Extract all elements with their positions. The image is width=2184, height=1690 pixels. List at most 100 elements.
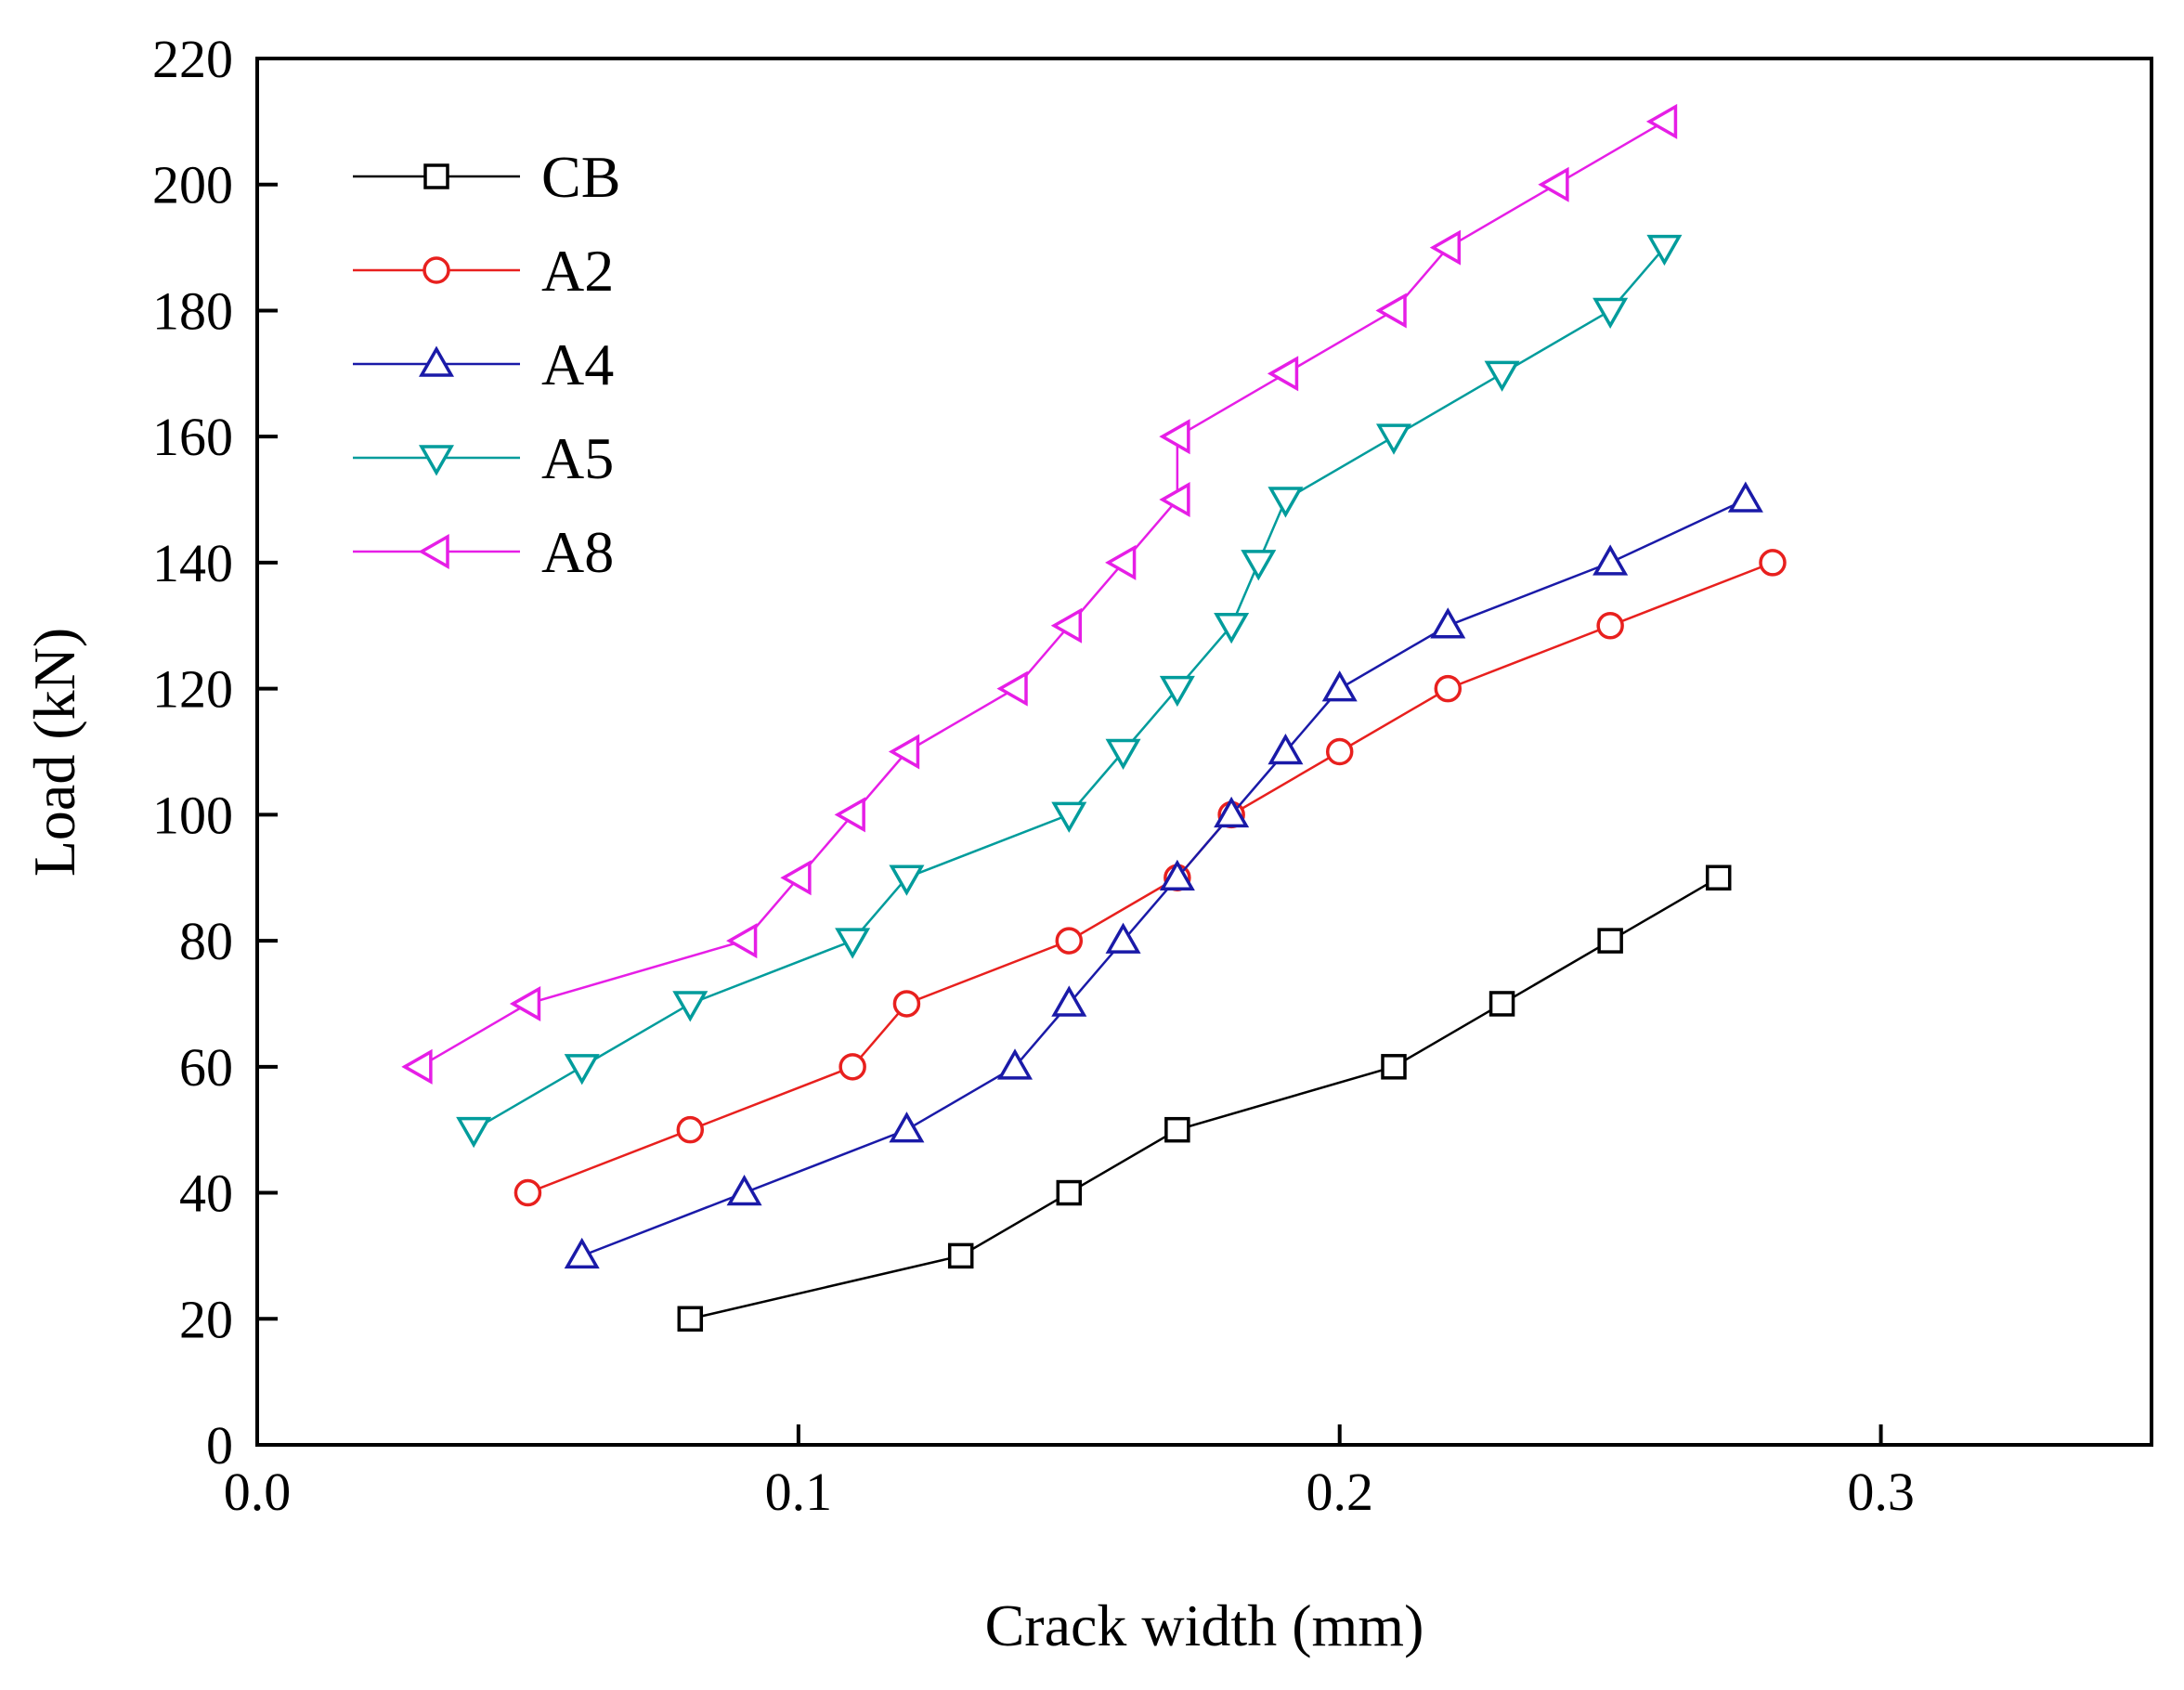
data-point: [1727, 481, 1763, 513]
data-point: [1434, 674, 1462, 703]
data-point: [1484, 360, 1520, 392]
data-point: [892, 990, 921, 1018]
data-point: [677, 1306, 704, 1332]
data-point: [835, 928, 871, 959]
data-point: [564, 1054, 600, 1086]
x-tick-label: 0.0: [224, 1462, 292, 1522]
legend-label: A8: [541, 519, 614, 585]
legend-item-a4: A4: [353, 332, 614, 397]
data-point: [1055, 927, 1084, 955]
x-axis-ticks: 0.0 0.1 0.2 0.3: [224, 1424, 1915, 1522]
data-point: [1105, 738, 1141, 771]
data-point: [1592, 297, 1629, 329]
series-layer: [401, 103, 1787, 1332]
data-point: [780, 860, 812, 896]
data-point: [888, 734, 920, 770]
series-line: [419, 120, 1666, 1068]
data-point: [996, 670, 1028, 707]
data-point: [1050, 607, 1083, 644]
data-point: [564, 1237, 600, 1269]
data-point: [1375, 292, 1407, 329]
legend-item-a2: A2: [353, 238, 614, 304]
data-point: [889, 864, 925, 896]
legend-label: A2: [541, 238, 614, 304]
y-tick-label: 220: [152, 29, 233, 89]
x-axis-label: Crack width (mm): [985, 1592, 1424, 1658]
data-point: [1105, 922, 1141, 954]
data-point: [1051, 985, 1087, 1017]
data-point: [1488, 991, 1515, 1017]
y-tick-label: 40: [179, 1164, 233, 1224]
legend-marker: [418, 345, 455, 377]
data-point: [1268, 487, 1304, 518]
data-point: [726, 1175, 762, 1206]
data-point: [1164, 1116, 1190, 1143]
data-point: [1214, 796, 1250, 828]
data-point: [514, 1178, 542, 1207]
data-point: [1267, 356, 1299, 392]
data-point: [456, 1116, 492, 1149]
data-point: [1592, 544, 1629, 576]
data-point: [1705, 864, 1732, 890]
series-a5: [456, 234, 1683, 1149]
data-point: [1325, 737, 1354, 766]
data-point: [676, 1115, 705, 1144]
legend-label: CB: [541, 144, 620, 210]
data-point: [1105, 544, 1137, 580]
legend-item-a8: A8: [353, 519, 614, 585]
data-point: [401, 1048, 433, 1085]
legend-marker: [418, 445, 455, 476]
y-tick-label: 200: [152, 155, 233, 215]
y-tick-label: 120: [152, 659, 233, 720]
data-point: [1159, 482, 1190, 518]
data-point: [1159, 419, 1190, 455]
y-tick-label: 80: [179, 911, 233, 971]
data-point: [1597, 928, 1623, 954]
series-line: [526, 561, 1774, 1194]
series-cb: [677, 864, 1732, 1332]
legend-marker: [422, 256, 450, 284]
series-a8: [401, 103, 1678, 1085]
data-point: [672, 991, 708, 1022]
x-tick-label: 0.3: [1847, 1462, 1915, 1522]
y-tick-label: 100: [152, 785, 233, 845]
y-axis-ticks: 0 20 40 60 80 100 120 140 160 180 200 220: [152, 29, 278, 1476]
data-point: [1268, 733, 1304, 765]
data-point: [838, 1053, 866, 1081]
y-tick-label: 140: [152, 533, 233, 593]
legend-marker: [418, 533, 449, 570]
data-point: [1646, 234, 1683, 266]
data-point: [1375, 423, 1412, 455]
data-point: [834, 797, 865, 833]
data-point: [726, 923, 758, 959]
data-point: [1159, 859, 1195, 890]
data-point: [1759, 549, 1787, 577]
data-point: [996, 1048, 1034, 1080]
data-point: [1051, 801, 1087, 833]
x-tick-label: 0.2: [1306, 1462, 1373, 1522]
y-tick-label: 60: [179, 1037, 233, 1098]
series-a2: [514, 549, 1787, 1207]
data-point: [1321, 670, 1358, 702]
legend-label: A4: [541, 332, 614, 397]
data-point: [1596, 612, 1624, 640]
data-point: [1430, 607, 1466, 639]
y-tick-label: 0: [206, 1415, 233, 1476]
y-tick-label: 180: [152, 280, 233, 341]
data-point: [1381, 1054, 1407, 1080]
legend-label: A5: [541, 425, 614, 491]
y-axis-label: Load (kN): [21, 628, 87, 877]
legend: CB A2 A4 A5 A8: [353, 144, 620, 585]
legend-item-cb: CB: [353, 144, 620, 210]
legend-item-a5: A5: [353, 425, 614, 491]
data-point: [1429, 229, 1462, 266]
y-tick-label: 160: [152, 407, 233, 467]
data-point: [1159, 675, 1195, 708]
y-tick-label: 20: [179, 1289, 233, 1349]
x-tick-label: 0.1: [765, 1462, 833, 1522]
data-point: [1241, 550, 1277, 581]
data-point: [1645, 103, 1678, 139]
data-point: [1538, 166, 1569, 202]
data-point: [1214, 613, 1250, 644]
